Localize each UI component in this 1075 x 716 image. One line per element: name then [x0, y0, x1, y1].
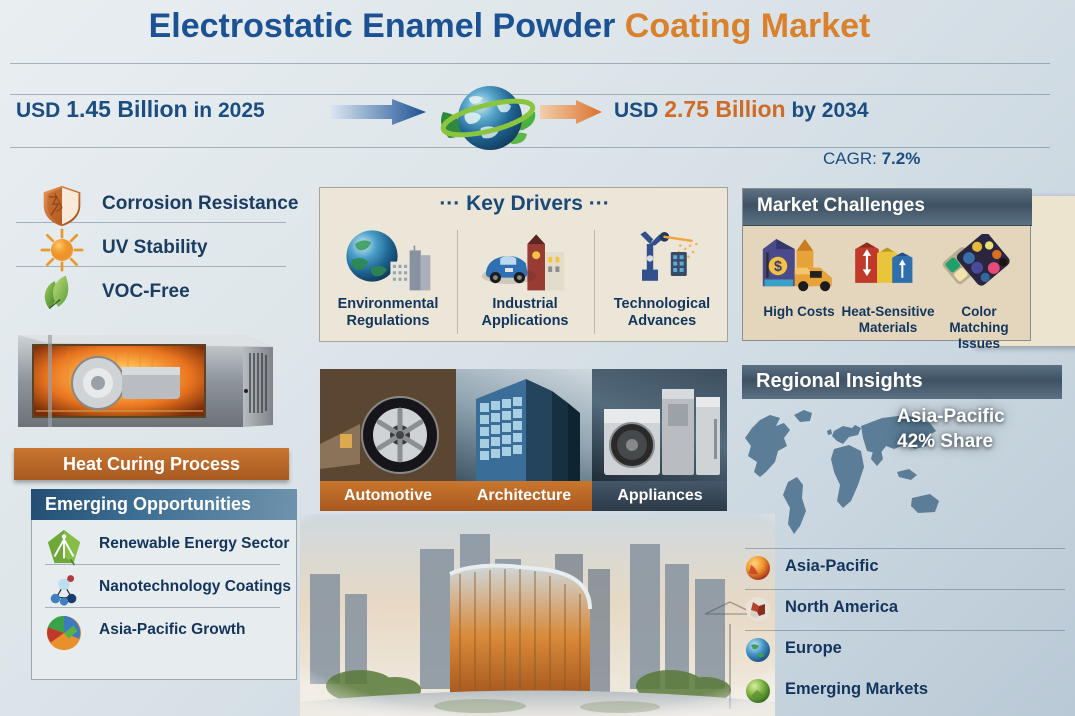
- svg-text:$: $: [774, 259, 782, 275]
